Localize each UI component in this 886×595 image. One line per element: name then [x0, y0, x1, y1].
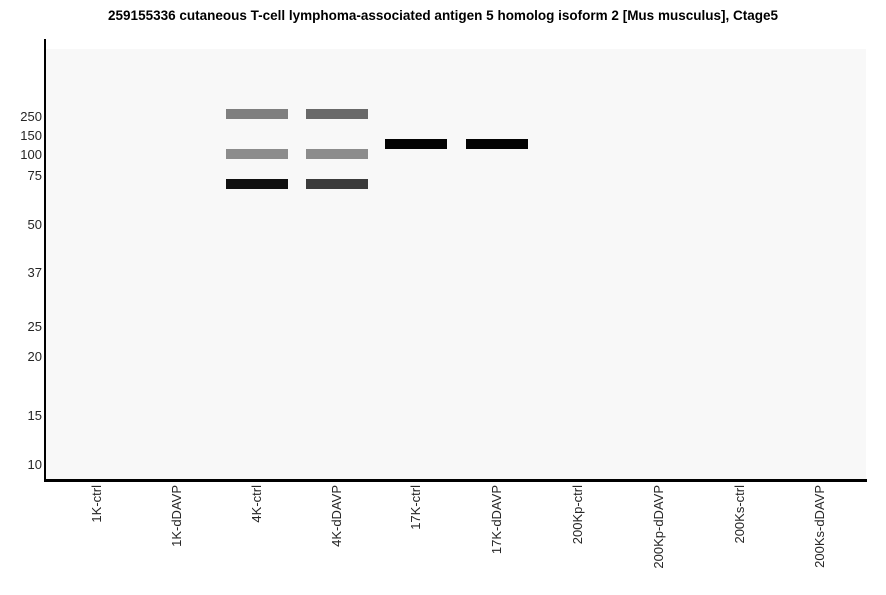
- protein-band: [226, 109, 288, 119]
- y-tick-label: 20: [27, 349, 42, 364]
- y-tick-label: 15: [27, 408, 42, 423]
- protein-band: [226, 179, 288, 189]
- plot-area: [46, 49, 866, 479]
- y-tick-label: 100: [20, 147, 42, 162]
- lane-label: 17K-dDAVP: [489, 485, 504, 555]
- y-tick-label: 50: [27, 217, 42, 232]
- protein-band: [466, 139, 528, 149]
- y-tick-label: 250: [20, 109, 42, 124]
- y-tick-label: 150: [20, 128, 42, 143]
- lane-label: 4K-ctrl: [249, 485, 264, 523]
- protein-band: [306, 179, 368, 189]
- lane-label: 200Ks-dDAVP: [812, 485, 827, 568]
- lane-label: 4K-dDAVP: [329, 485, 344, 547]
- y-tick-label: 10: [27, 457, 42, 472]
- lane-label: 200Kp-ctrl: [570, 485, 585, 545]
- y-tick-label: 37: [27, 265, 42, 280]
- lane-label: 1K-dDAVP: [169, 485, 184, 547]
- lane-label: 1K-ctrl: [89, 485, 104, 523]
- protein-band: [306, 149, 368, 159]
- protein-band: [385, 139, 447, 149]
- lane-label: 200Kp-dDAVP: [651, 485, 666, 569]
- protein-band: [226, 149, 288, 159]
- lane-label: 17K-ctrl: [408, 485, 423, 530]
- y-axis-line: [44, 39, 46, 482]
- protein-band: [306, 109, 368, 119]
- y-tick-label: 75: [27, 168, 42, 183]
- lane-label: 200Ks-ctrl: [732, 485, 747, 544]
- x-axis-line: [44, 479, 867, 482]
- chart-title: 259155336 cutaneous T-cell lymphoma-asso…: [108, 8, 778, 23]
- y-tick-label: 25: [27, 319, 42, 334]
